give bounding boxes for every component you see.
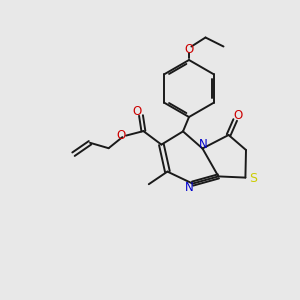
Text: S: S	[249, 172, 257, 185]
Text: O: O	[132, 105, 141, 118]
Text: N: N	[199, 138, 208, 151]
Text: O: O	[234, 109, 243, 122]
Text: N: N	[185, 181, 194, 194]
Text: O: O	[116, 129, 125, 142]
Text: O: O	[184, 43, 194, 56]
